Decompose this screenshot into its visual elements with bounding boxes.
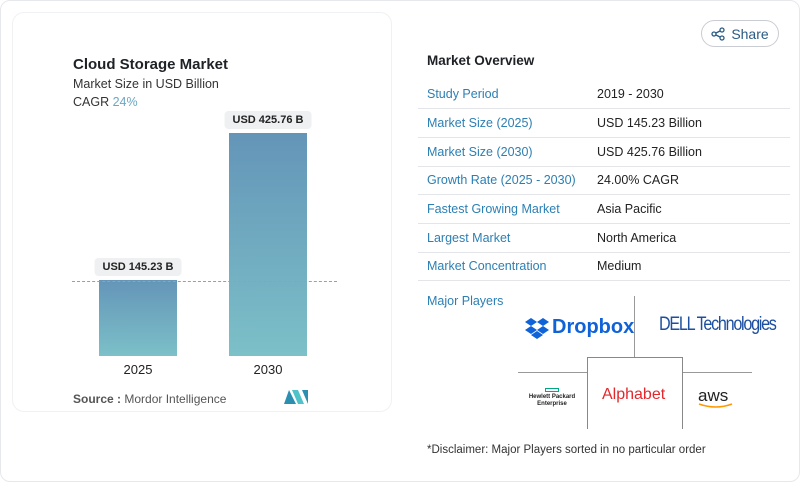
- row-value: USD 145.23 Billion: [588, 108, 790, 138]
- row-key: Largest Market: [418, 223, 588, 253]
- cagr-label: CAGR: [73, 95, 110, 109]
- player-dropbox: Dropbox: [525, 316, 634, 339]
- player-alphabet: Alphabet: [602, 386, 666, 403]
- bar-2025: [99, 279, 177, 356]
- row-value: 2019 - 2030: [588, 80, 790, 110]
- hpe-name: Hewlett Packard Enterprise: [528, 394, 576, 407]
- overview-row: Market Size (2025) USD 145.23 Billion: [418, 108, 790, 138]
- major-players-label: Major Players: [427, 294, 504, 308]
- row-key: Market Size (2025): [418, 108, 588, 138]
- player-dell: DELL Technologies: [659, 314, 777, 335]
- row-value: Medium: [588, 252, 790, 282]
- overview-row: Fastest Growing Market Asia Pacific: [418, 194, 790, 224]
- aws-name: aws: [698, 386, 729, 405]
- row-key: Fastest Growing Market: [418, 194, 588, 224]
- mordor-logo-icon: [284, 390, 308, 404]
- bar-2030: [229, 133, 307, 356]
- x-tick-label: 2025: [123, 362, 153, 377]
- row-value: 24.00% CAGR: [588, 166, 790, 196]
- share-label: Share: [731, 25, 769, 42]
- row-key: Growth Rate (2025 - 2030): [418, 166, 588, 196]
- overview-row: Market Concentration Medium: [418, 252, 790, 282]
- share-button[interactable]: Share: [701, 20, 779, 47]
- row-value: North America: [588, 223, 790, 253]
- overview-table: Study Period 2019 - 2030 Market Size (2025…: [418, 80, 790, 282]
- player-hpe: Hewlett Packard Enterprise: [522, 388, 582, 408]
- dropbox-name: Dropbox: [552, 316, 635, 338]
- chart-subtitle: Market Size in USD Billion: [73, 77, 219, 91]
- row-value: Asia Pacific: [588, 194, 790, 224]
- alphabet-box: [587, 357, 683, 429]
- chart-card: [12, 12, 392, 412]
- amazon-smile-icon: [698, 403, 733, 408]
- player-aws: aws: [698, 386, 734, 409]
- row-value: USD 425.76 Billion: [588, 137, 790, 167]
- source-value: Mordor Intelligence: [124, 392, 227, 406]
- dropbox-icon: [525, 317, 549, 339]
- disclaimer: *Disclaimer: Major Players sorted in no …: [427, 444, 706, 456]
- row-key: Market Size (2030): [418, 137, 588, 167]
- overview-row: Growth Rate (2025 - 2030) 24.00% CAGR: [418, 166, 790, 196]
- overview-row: Study Period 2019 - 2030: [418, 80, 790, 110]
- cagr: CAGR 24%: [73, 95, 138, 109]
- source: Source : Mordor Intelligence: [73, 392, 226, 406]
- chart-title: Cloud Storage Market: [73, 56, 229, 73]
- hpe-logo-icon: [545, 388, 559, 392]
- overview-row: Market Size (2030) USD 425.76 Billion: [418, 137, 790, 167]
- source-label: Source :: [73, 392, 122, 406]
- divider: [634, 296, 635, 358]
- overview-row: Largest Market North America: [418, 223, 790, 253]
- share-icon: [711, 26, 725, 41]
- cagr-value: 24%: [112, 95, 138, 109]
- data-label: USD 425.76 B: [224, 111, 312, 129]
- x-tick-label: 2030: [253, 362, 283, 377]
- row-key: Study Period: [418, 80, 588, 110]
- overview-title: Market Overview: [427, 53, 535, 68]
- data-label: USD 145.23 B: [94, 257, 182, 276]
- row-key: Market Concentration: [418, 252, 588, 282]
- reference-line: [72, 281, 337, 282]
